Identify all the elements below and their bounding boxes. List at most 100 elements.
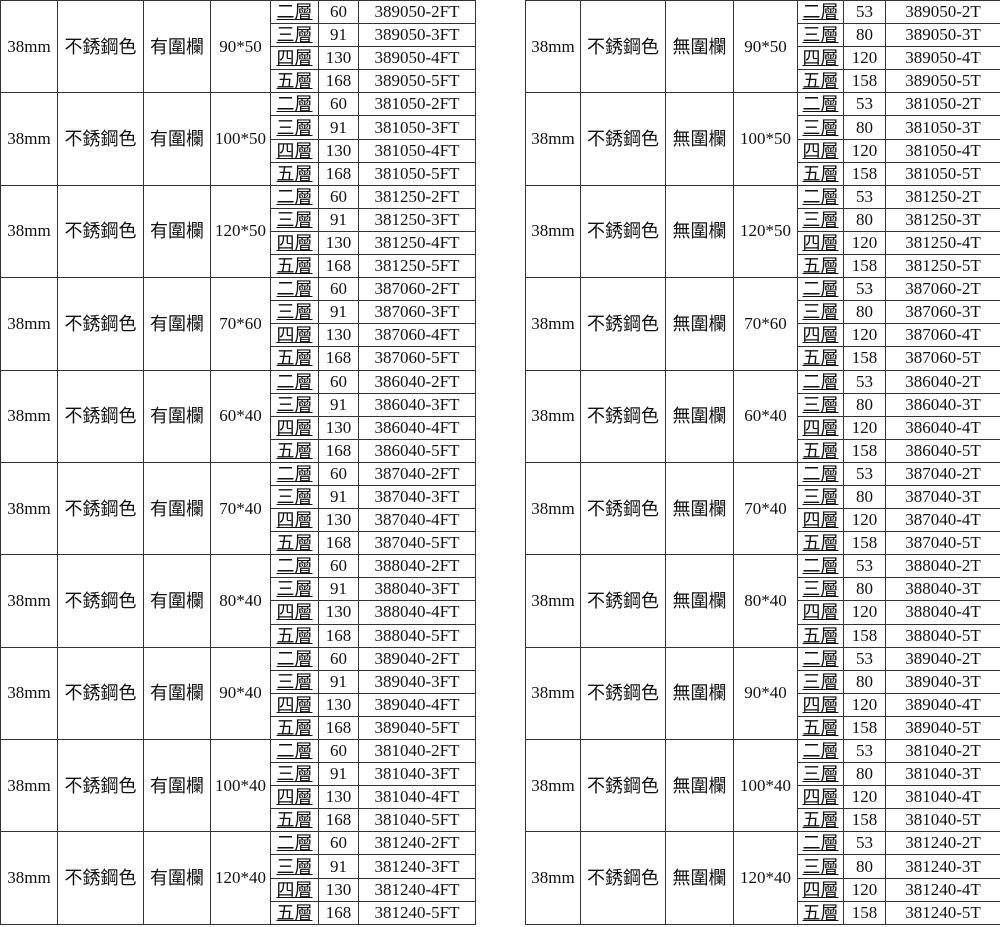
level-cell: 四層 — [270, 600, 319, 625]
height-cell: 168 — [318, 438, 359, 463]
level-cell: 三層 — [797, 577, 844, 602]
level-cell: 三層 — [797, 669, 844, 694]
table-row: 四層 120 387060-4T — [526, 323, 1000, 348]
level-cell: 三層 — [270, 23, 319, 48]
color-cell: 不銹鋼色 — [580, 554, 666, 648]
code-cell: 381250-3T — [885, 207, 1000, 232]
level-cell: 三層 — [270, 115, 319, 140]
diameter-cell: 38mm — [525, 277, 581, 371]
height-cell: 60 — [318, 277, 359, 302]
level-cell: 五層 — [797, 254, 844, 279]
code-cell: 387040-2FT — [358, 461, 476, 486]
code-cell: 381050-5T — [885, 161, 1000, 186]
table-row: 四層 120 388040-4T — [526, 600, 1000, 625]
height-cell: 80 — [843, 854, 886, 879]
color-cell: 不銹鋼色 — [57, 92, 144, 186]
table-row: 三層 80 389050-3T — [526, 23, 1000, 48]
height-cell: 120 — [843, 508, 886, 533]
size-cell: 120*40 — [733, 831, 798, 925]
height-cell: 60 — [318, 554, 359, 579]
code-cell: 387060-4FT — [358, 323, 476, 348]
railing-cell: 無圍欄 — [665, 461, 734, 556]
level-cell: 四層 — [797, 46, 844, 71]
code-cell: 381250-5FT — [358, 254, 476, 279]
level-cell: 四層 — [797, 138, 844, 163]
diameter-cell: 38mm — [525, 0, 581, 94]
size-cell: 70*40 — [210, 461, 271, 556]
height-cell: 53 — [843, 277, 886, 302]
size-cell: 70*60 — [210, 277, 271, 371]
level-cell: 二層 — [797, 831, 844, 856]
table-row: 38mm 不銹鋼色 有圍欄 120*40 二層 60 381240-2FT — [0, 831, 476, 925]
level-cell: 三層 — [797, 207, 844, 232]
code-cell: 381250-3FT — [358, 207, 476, 232]
code-cell: 381040-4FT — [358, 785, 476, 810]
level-cell: 二層 — [270, 184, 319, 209]
table-row: 三層 91 381240-3FT — [1, 854, 476, 879]
level-cell: 四層 — [270, 138, 319, 163]
size-cell: 100*40 — [210, 738, 271, 833]
code-cell: 381240-2T — [885, 831, 1000, 856]
height-cell: 130 — [318, 415, 359, 440]
level-cell: 二層 — [797, 277, 844, 302]
level-cell: 二層 — [270, 554, 319, 579]
table-row: 38mm 不銹鋼色 無圍欄 100*40 二層 53 381040-2T — [525, 738, 1000, 833]
height-cell: 91 — [318, 115, 359, 140]
height-cell: 168 — [318, 715, 359, 741]
table-row: 三層 91 388040-3FT — [1, 577, 476, 602]
code-cell: 389040-4FT — [358, 692, 476, 717]
code-cell: 387040-3FT — [358, 484, 476, 510]
code-cell: 381240-4FT — [358, 877, 476, 902]
table-row: 四層 120 389050-4T — [526, 46, 1000, 71]
code-cell: 388040-2FT — [358, 554, 476, 579]
code-cell: 389040-5T — [885, 715, 1000, 741]
code-cell: 381040-2FT — [358, 738, 476, 764]
table-row: 五層 158 381050-5T — [526, 161, 1000, 186]
level-cell: 三層 — [270, 762, 319, 787]
level-cell: 五層 — [270, 900, 319, 925]
level-cell: 三層 — [797, 392, 844, 417]
size-cell: 120*50 — [733, 184, 798, 279]
height-cell: 53 — [843, 369, 886, 394]
level-cell: 四層 — [797, 692, 844, 717]
code-cell: 389050-5T — [885, 69, 1000, 94]
height-cell: 60 — [318, 369, 359, 394]
height-cell: 91 — [318, 23, 359, 48]
height-cell: 158 — [843, 808, 886, 833]
code-cell: 381240-3T — [885, 854, 1000, 879]
table-row: 五層 158 386040-5T — [526, 438, 1000, 463]
code-cell: 386040-4FT — [358, 415, 476, 440]
level-cell: 二層 — [797, 369, 844, 394]
table-row: 四層 130 381050-4FT — [1, 138, 476, 163]
level-cell: 四層 — [270, 877, 319, 902]
height-cell: 158 — [843, 254, 886, 279]
height-cell: 80 — [843, 762, 886, 787]
level-cell: 五層 — [270, 346, 319, 371]
color-cell: 不銹鋼色 — [580, 461, 666, 556]
height-cell: 120 — [843, 600, 886, 625]
size-cell: 100*40 — [733, 738, 798, 833]
table-row: 四層 130 389050-4FT — [1, 46, 476, 71]
code-cell: 387060-2FT — [358, 277, 476, 302]
code-cell: 389050-2T — [885, 0, 1000, 25]
diameter-cell: 38mm — [0, 461, 58, 556]
color-cell: 不銹鋼色 — [57, 369, 144, 463]
level-cell: 五層 — [270, 161, 319, 186]
table-row: 四層 130 387060-4FT — [1, 323, 476, 348]
code-cell: 381240-5T — [885, 900, 1000, 925]
railing-cell: 有圍欄 — [143, 277, 211, 371]
table-row: 三層 91 389040-3FT — [1, 669, 476, 694]
table-row: 三層 91 381050-3FT — [1, 115, 476, 140]
table-row: 38mm 不銹鋼色 無圍欄 60*40 二層 53 386040-2T — [525, 369, 1000, 463]
level-cell: 五層 — [797, 161, 844, 186]
diameter-cell: 38mm — [0, 92, 58, 186]
height-cell: 120 — [843, 230, 886, 256]
code-cell: 389040-2FT — [358, 646, 476, 671]
code-cell: 381250-2T — [885, 184, 1000, 209]
table-row: 四層 130 381240-4FT — [1, 877, 476, 902]
level-cell: 四層 — [270, 323, 319, 348]
height-cell: 53 — [843, 831, 886, 856]
table-row: 38mm 不銹鋼色 有圍欄 100*50 二層 60 381050-2FT — [0, 92, 476, 186]
level-cell: 二層 — [270, 277, 319, 302]
table-row: 五層 168 389040-5FT — [1, 715, 476, 741]
